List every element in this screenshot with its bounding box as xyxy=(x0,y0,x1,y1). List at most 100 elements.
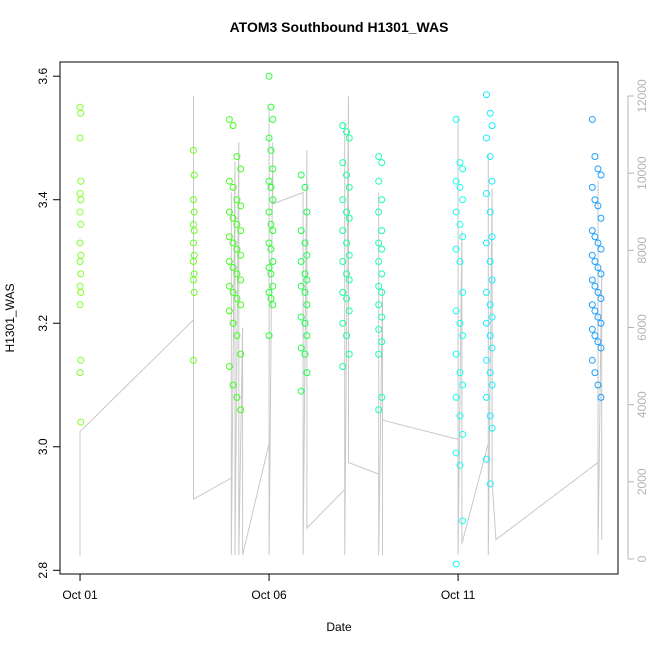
point xyxy=(77,270,85,278)
point xyxy=(233,220,241,228)
point xyxy=(452,245,460,253)
point xyxy=(452,350,460,358)
point xyxy=(225,257,233,265)
point xyxy=(591,282,599,290)
point xyxy=(482,190,490,198)
point xyxy=(452,208,460,216)
point xyxy=(594,313,602,321)
point xyxy=(301,183,309,191)
point xyxy=(267,146,275,154)
point xyxy=(265,177,273,185)
point xyxy=(597,393,605,401)
point xyxy=(267,270,275,278)
point xyxy=(378,227,386,235)
point xyxy=(189,276,197,284)
point xyxy=(339,196,347,204)
point xyxy=(594,239,602,247)
point xyxy=(456,319,464,327)
point xyxy=(267,220,275,228)
point xyxy=(343,332,351,340)
point xyxy=(343,171,351,179)
point xyxy=(459,430,467,438)
point xyxy=(591,369,599,377)
point xyxy=(77,177,85,185)
point xyxy=(488,233,496,241)
point xyxy=(488,381,496,389)
point xyxy=(237,301,245,309)
point xyxy=(225,282,233,290)
point xyxy=(452,560,460,568)
point xyxy=(456,461,464,469)
point xyxy=(375,257,383,265)
point xyxy=(378,196,386,204)
point xyxy=(76,103,84,111)
point xyxy=(597,245,605,253)
point xyxy=(482,288,490,296)
point xyxy=(229,288,237,296)
point xyxy=(233,332,241,340)
point xyxy=(303,369,311,377)
point xyxy=(594,202,602,210)
point xyxy=(345,251,353,259)
point xyxy=(378,313,386,321)
y2-tick-label: 10000 xyxy=(635,156,649,190)
point xyxy=(452,393,460,401)
point xyxy=(189,257,197,265)
point xyxy=(267,183,275,191)
point xyxy=(229,214,237,222)
y2-tick-label: 4000 xyxy=(635,391,649,418)
point xyxy=(297,171,305,179)
point xyxy=(452,115,460,123)
point xyxy=(594,165,602,173)
point xyxy=(375,325,383,333)
point xyxy=(77,418,85,426)
point xyxy=(594,264,602,272)
point xyxy=(375,208,383,216)
point xyxy=(265,332,273,340)
point xyxy=(233,295,241,303)
point xyxy=(189,356,197,364)
point xyxy=(486,369,494,377)
point xyxy=(237,276,245,284)
point xyxy=(229,122,237,130)
point xyxy=(375,406,383,414)
point xyxy=(488,424,496,432)
point xyxy=(237,251,245,259)
point xyxy=(269,115,277,123)
point xyxy=(189,146,197,154)
point xyxy=(452,177,460,185)
point xyxy=(189,239,197,247)
point xyxy=(297,257,305,265)
point xyxy=(482,239,490,247)
point xyxy=(233,196,241,204)
point xyxy=(588,251,596,259)
point xyxy=(486,301,494,309)
point xyxy=(233,245,241,253)
point xyxy=(297,387,305,395)
point xyxy=(267,295,275,303)
point xyxy=(378,338,386,346)
point xyxy=(588,325,596,333)
point xyxy=(237,406,245,414)
point xyxy=(597,319,605,327)
point xyxy=(456,369,464,377)
point xyxy=(269,282,277,290)
point xyxy=(225,233,233,241)
point xyxy=(297,282,305,290)
point xyxy=(76,301,84,309)
point xyxy=(588,356,596,364)
point xyxy=(591,332,599,340)
y-tick-label: 2.8 xyxy=(36,562,50,579)
point xyxy=(76,239,84,247)
point xyxy=(345,134,353,142)
point xyxy=(456,159,464,167)
point xyxy=(229,183,237,191)
point xyxy=(459,288,467,296)
point xyxy=(459,517,467,525)
point xyxy=(233,393,241,401)
x-tick-label: Oct 06 xyxy=(251,588,287,602)
point xyxy=(459,196,467,204)
point xyxy=(343,239,351,247)
point xyxy=(297,313,305,321)
